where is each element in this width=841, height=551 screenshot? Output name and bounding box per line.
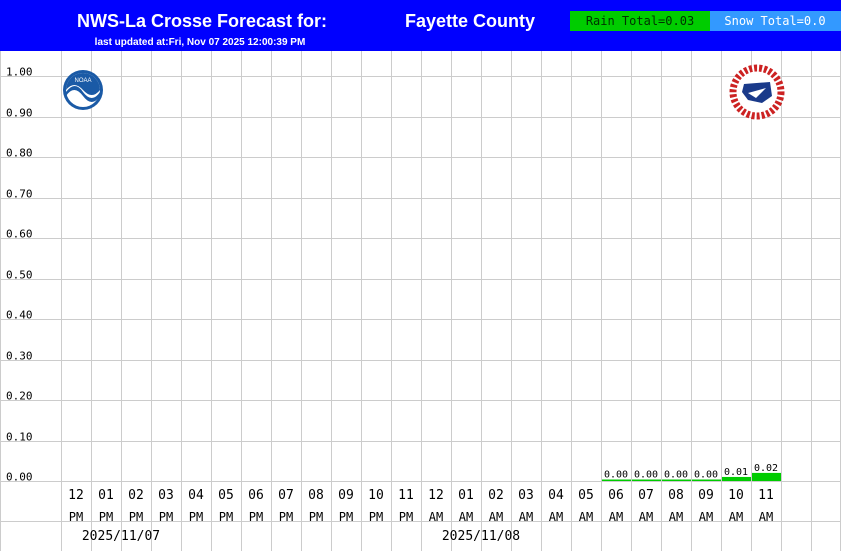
bar-value-label: 0.00 (634, 470, 658, 481)
y-tick-label: 0.70 (6, 188, 33, 201)
x-tick-hour: 04 (548, 488, 564, 503)
bar (692, 479, 721, 481)
x-tick-hour: 01 (458, 488, 474, 503)
bar (662, 479, 691, 481)
bar-value-label: 0.01 (724, 467, 748, 478)
x-tick-ampm: PM (309, 510, 323, 524)
y-tick-label: 0.80 (6, 147, 33, 160)
y-tick-label: 0.20 (6, 390, 33, 403)
x-tick-ampm: AM (519, 510, 533, 524)
y-tick-label: 1.00 (6, 66, 33, 79)
x-tick-ampm: PM (369, 510, 383, 524)
x-tick-ampm: PM (129, 510, 143, 524)
x-tick-ampm: AM (429, 510, 443, 524)
x-tick-ampm: PM (249, 510, 263, 524)
x-tick-ampm: PM (69, 510, 83, 524)
x-tick-ampm: PM (339, 510, 353, 524)
y-tick-label: 0.90 (6, 107, 33, 120)
x-tick-hour: 11 (398, 488, 414, 503)
bar (752, 472, 781, 481)
y-tick-label: 0.30 (6, 350, 33, 363)
x-tick-hour: 01 (98, 488, 114, 503)
x-tick-hour: 04 (188, 488, 204, 503)
page-title: NWS-La Crosse Forecast for: (77, 11, 327, 31)
x-tick-hour: 10 (368, 488, 384, 503)
y-tick-label: 0.60 (6, 228, 33, 241)
snow-total: Snow Total=0.0 (724, 14, 825, 28)
x-tick-ampm: AM (729, 510, 743, 524)
x-tick-hour: 08 (668, 488, 684, 503)
x-tick-hour: 11 (758, 488, 774, 503)
x-tick-hour: 09 (698, 488, 714, 503)
bar-series: 0.00 0.00 0.00 0.00 0.01 0.02 (602, 463, 781, 481)
x-tick-hour: 12 (428, 488, 444, 503)
x-tick-ampm: AM (489, 510, 503, 524)
x-tick-ampm: AM (579, 510, 593, 524)
x-tick-ampm: AM (669, 510, 683, 524)
x-tick-hour: 06 (248, 488, 264, 503)
y-axis: 0.00 0.10 0.20 0.30 0.40 0.50 0.60 0.70 0.80 0.90… (6, 66, 33, 484)
x-tick-hour: 08 (308, 488, 324, 503)
x-tick-ampm: AM (699, 510, 713, 524)
x-tick-hour: 12 (68, 488, 84, 503)
last-updated: last updated at:Fri, Nov 07 2025 12:00:3… (95, 37, 306, 48)
x-tick-hour: 05 (578, 488, 594, 503)
x-tick-hour: 09 (338, 488, 354, 503)
rain-total: Rain Total=0.03 (586, 14, 694, 28)
x-axis: 12 PM 01 PM 02 PM 03 PM 04 PM 05 PM 06 PM 07 PM 08 PM 09 PM… (68, 488, 774, 544)
x-tick-ampm: PM (279, 510, 293, 524)
snow-total-box (710, 11, 841, 31)
rain-total-box (570, 11, 710, 31)
x-tick-ampm: AM (639, 510, 653, 524)
x-tick-hour: 06 (608, 488, 624, 503)
x-tick-ampm: PM (189, 510, 203, 524)
x-tick-hour: 02 (128, 488, 144, 503)
bar (602, 479, 631, 481)
x-tick-hour: 07 (638, 488, 654, 503)
bar-value-label: 0.00 (694, 470, 718, 481)
location-title: Fayette County (405, 11, 535, 31)
x-tick-hour: 03 (158, 488, 174, 503)
x-tick-ampm: AM (609, 510, 623, 524)
x-tick-ampm: AM (459, 510, 473, 524)
x-tick-ampm: PM (159, 510, 173, 524)
nws-logo (729, 64, 785, 120)
x-tick-ampm: AM (549, 510, 563, 524)
bar-value-label: 0.02 (754, 463, 778, 474)
bar (632, 479, 661, 481)
y-tick-label: 0.40 (6, 309, 33, 322)
x-tick-hour: 02 (488, 488, 504, 503)
y-tick-label: 0.10 (6, 431, 33, 444)
x-tick-ampm: AM (759, 510, 773, 524)
x-date-label: 2025/11/08 (442, 529, 520, 544)
y-tick-label: 0.00 (6, 471, 33, 484)
x-tick-hour: 07 (278, 488, 294, 503)
x-date-label: 2025/11/07 (82, 529, 160, 544)
noaa-logo-text: NOAA (74, 78, 91, 84)
x-tick-ampm: PM (99, 510, 113, 524)
x-tick-hour: 10 (728, 488, 744, 503)
noaa-logo: NOAA (63, 70, 103, 110)
y-tick-label: 0.50 (6, 269, 33, 282)
x-tick-ampm: PM (399, 510, 413, 524)
grid-lines (0, 51, 841, 551)
bar-value-label: 0.00 (604, 470, 628, 481)
bar (722, 476, 751, 481)
x-tick-hour: 03 (518, 488, 534, 503)
x-tick-ampm: PM (219, 510, 233, 524)
x-tick-hour: 05 (218, 488, 234, 503)
bar-value-label: 0.00 (664, 470, 688, 481)
